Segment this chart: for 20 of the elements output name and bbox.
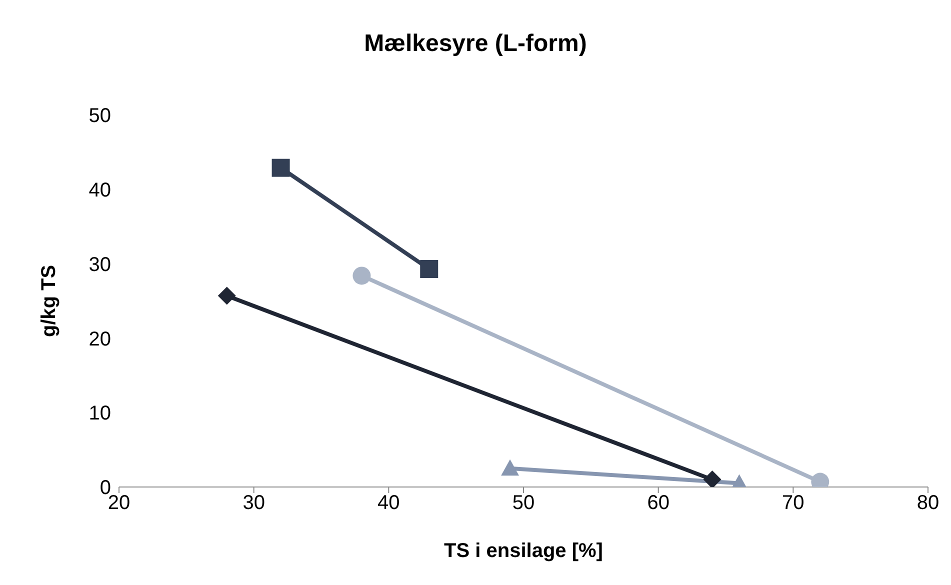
chart-title: Mælkesyre (L-form) xyxy=(363,30,588,58)
y-tick-label: 20 xyxy=(88,328,111,350)
x-tick-label: 80 xyxy=(916,492,940,514)
x-tick-label: 50 xyxy=(512,492,535,514)
x-tick-label: 70 xyxy=(782,492,804,514)
y-tick-label: 30 xyxy=(88,254,111,276)
x-tick-label: 20 xyxy=(108,492,130,514)
x-tick-label: 30 xyxy=(242,492,265,514)
y-tick-label: 10 xyxy=(88,402,111,425)
point xyxy=(272,158,290,177)
x-tick-label: 40 xyxy=(378,492,400,514)
point xyxy=(703,470,722,487)
point xyxy=(218,286,236,305)
y-tick-label: 50 xyxy=(88,105,111,128)
x-axis-title: TS i ensilage [%] xyxy=(444,540,603,562)
point xyxy=(352,266,371,285)
y-tick-label: 40 xyxy=(88,180,111,202)
x-tick-label: 60 xyxy=(647,492,670,514)
y-axis-title: g/kg TS xyxy=(38,264,60,338)
point xyxy=(420,260,438,278)
